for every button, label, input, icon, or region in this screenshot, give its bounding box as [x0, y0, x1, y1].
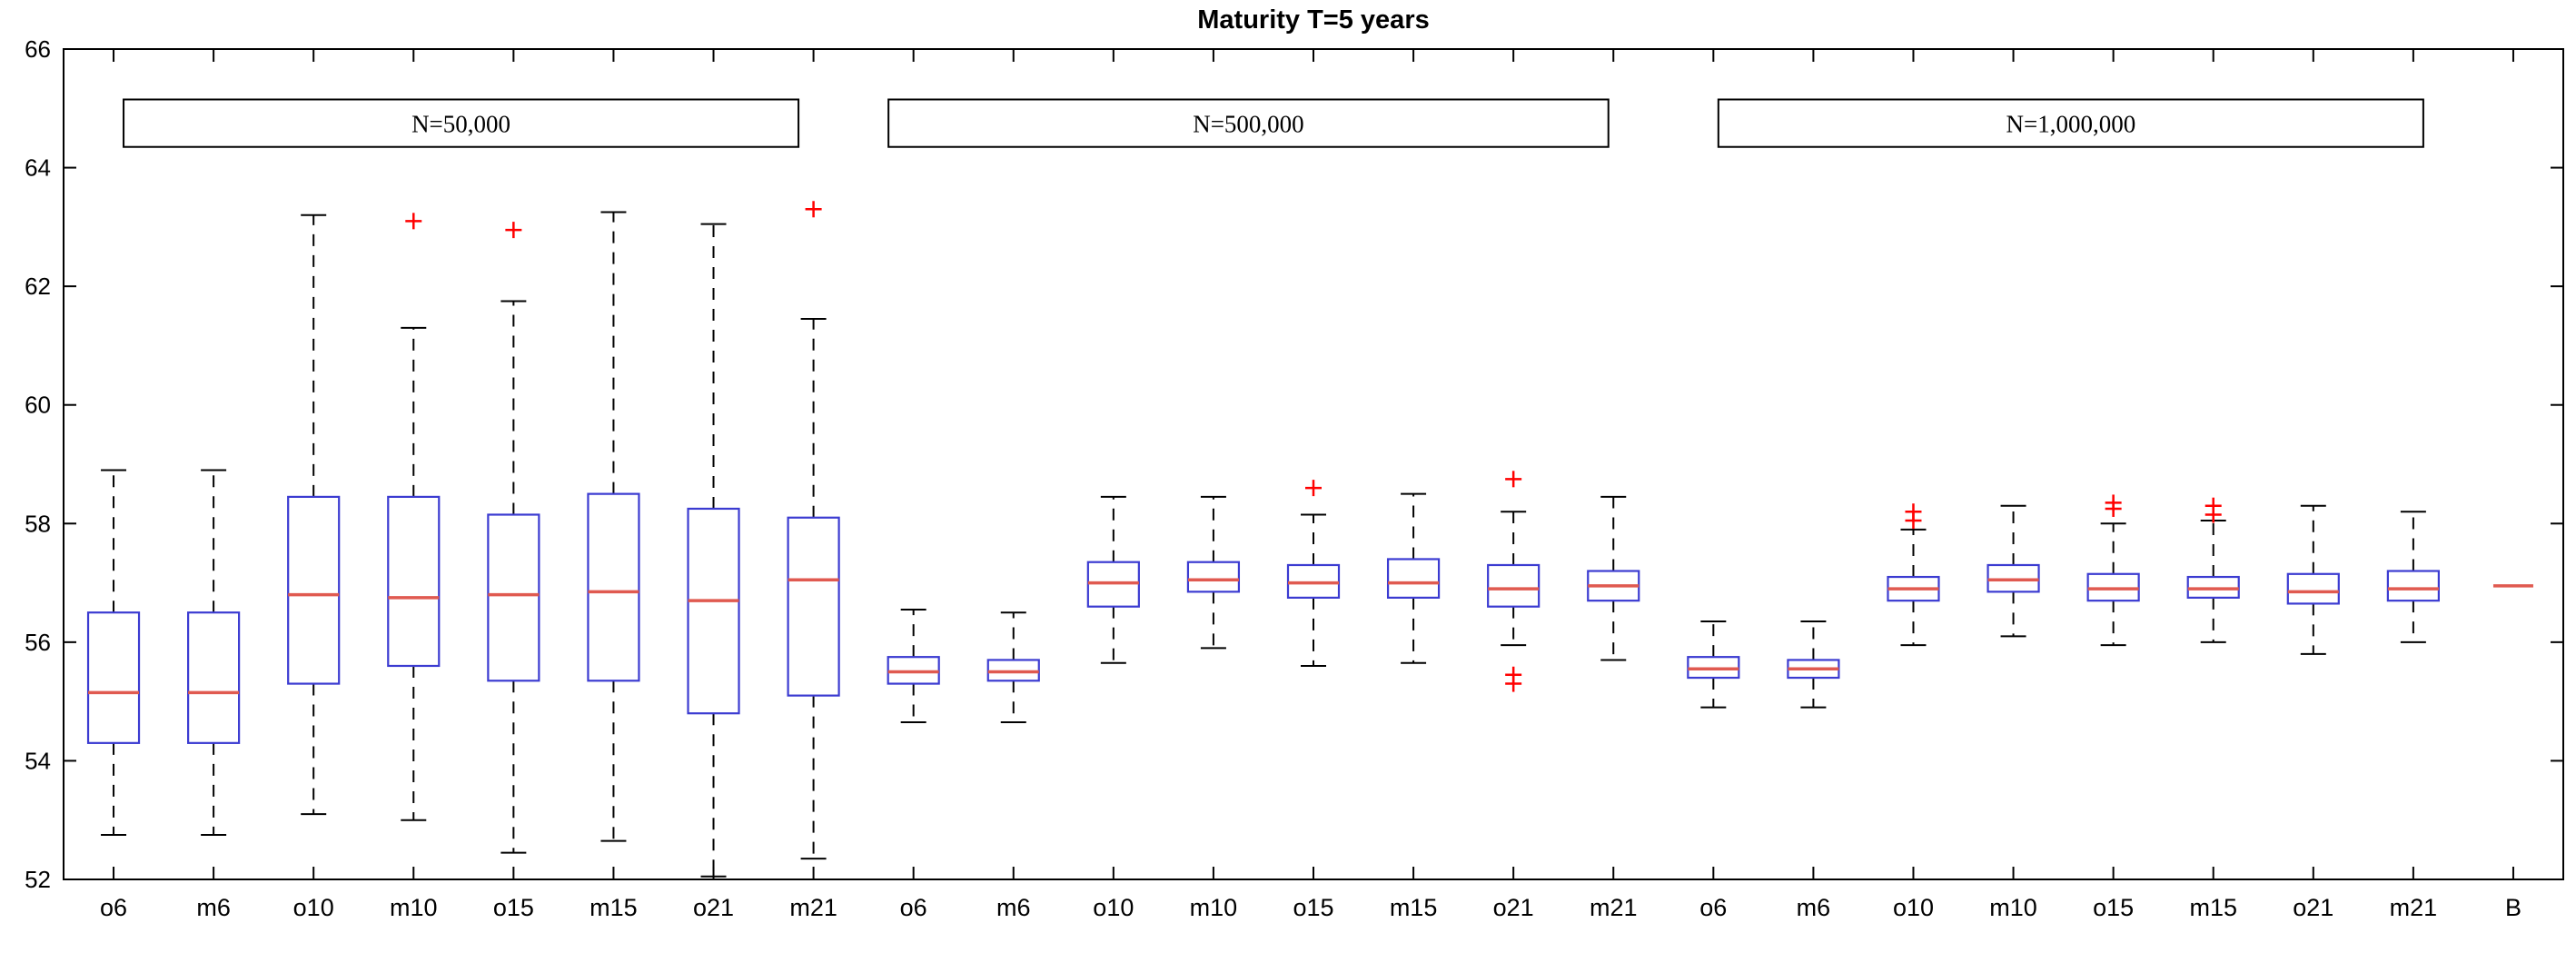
box: [1186, 561, 1241, 593]
x-tick-label: m6: [1797, 894, 1831, 921]
box: [387, 495, 441, 668]
axis-frame: [63, 48, 2564, 880]
x-tick-label: o15: [493, 894, 534, 921]
x-tick-label: o15: [2093, 894, 2134, 921]
box: [287, 495, 341, 685]
x-tick-label: m15: [2189, 894, 2237, 921]
x-tick-label: o21: [693, 894, 734, 921]
group-annotation-label: N=1,000,000: [2006, 111, 2135, 138]
group-annotation-label: N=50,000: [411, 111, 510, 138]
x-tick-label: m21: [789, 894, 837, 921]
x-tick-label: m21: [2390, 894, 2438, 921]
y-tick-label: 54: [25, 747, 51, 774]
box: [487, 513, 540, 682]
x-tick-label: m15: [1390, 894, 1438, 921]
y-tick-label: 60: [25, 392, 51, 419]
x-tick-label: o15: [1293, 894, 1333, 921]
y-tick-label: 62: [25, 273, 51, 300]
box: [1386, 558, 1441, 599]
x-tick-label: o21: [2293, 894, 2333, 921]
y-tick-label: 58: [25, 510, 51, 537]
box: [187, 611, 241, 744]
y-tick-label: 64: [25, 154, 51, 182]
box: [1487, 563, 1541, 608]
x-tick-label: m21: [1590, 894, 1638, 921]
x-tick-label: m10: [1989, 894, 2037, 921]
x-tick-label: m10: [1190, 894, 1238, 921]
y-tick-label: 56: [25, 629, 51, 656]
box: [787, 516, 840, 697]
x-tick-label: o10: [293, 894, 334, 921]
box: [86, 611, 141, 744]
group-annotation-box: [1717, 98, 2424, 148]
x-tick-label: o6: [1699, 894, 1727, 921]
box: [2286, 572, 2340, 605]
group-annotation-box: [123, 98, 800, 148]
x-tick-label: m10: [390, 894, 438, 921]
group-annotation-box: [887, 98, 1610, 148]
box: [687, 507, 740, 715]
x-tick-label: o10: [1893, 894, 1934, 921]
box: [2386, 570, 2440, 602]
x-tick-label: m15: [590, 894, 638, 921]
x-tick-label: o6: [100, 894, 127, 921]
chart-title: Maturity T=5 years: [1197, 5, 1430, 35]
x-tick-label: m6: [996, 894, 1031, 921]
x-tick-label: m6: [196, 894, 231, 921]
y-tick-label: 52: [25, 866, 51, 893]
x-tick-label: B: [2505, 894, 2522, 921]
y-tick-label: 66: [25, 35, 51, 63]
box: [587, 492, 640, 682]
x-tick-label: o10: [1093, 894, 1134, 921]
group-annotation-label: N=500,000: [1193, 111, 1303, 138]
x-tick-label: o6: [900, 894, 927, 921]
x-tick-label: o21: [1493, 894, 1534, 921]
